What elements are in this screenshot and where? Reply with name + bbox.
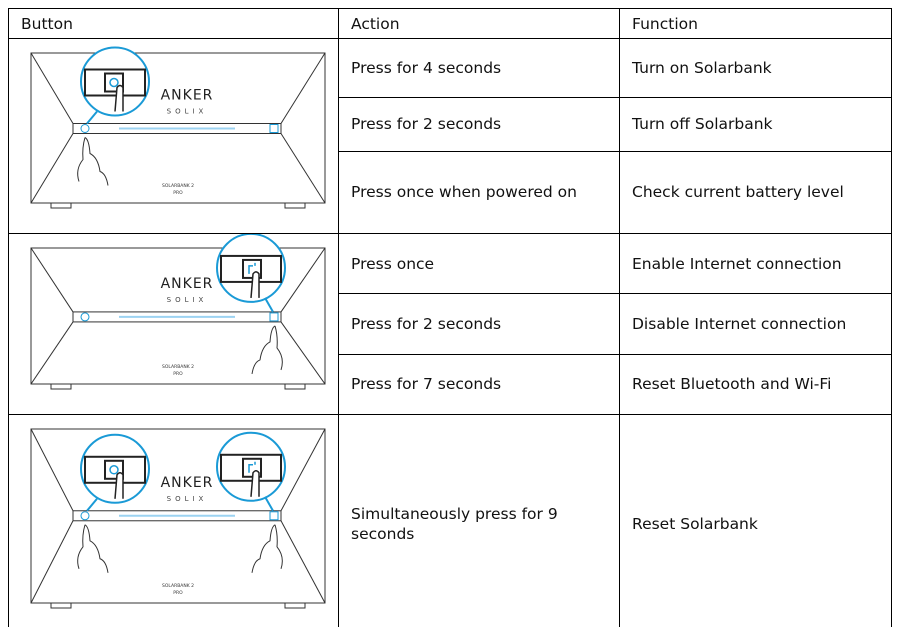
device-edge xyxy=(280,428,326,512)
device-edge xyxy=(30,133,74,204)
table-row: ANKER SOLIX SOLARBANK 2 PRO Press once Enable… xyxy=(8,232,892,415)
device-foot xyxy=(284,383,306,390)
iot-button xyxy=(269,312,279,322)
function-cell: Enable Internet connection xyxy=(619,232,892,295)
device-edge xyxy=(30,321,74,385)
finger xyxy=(114,84,124,112)
device-edge xyxy=(30,520,74,604)
power-button xyxy=(80,124,90,133)
button-illustration-cell: ANKER SOLIX SOLARBANK 2 PRO xyxy=(8,414,339,627)
table-row: Press for 7 seconds Reset Bluetooth and W… xyxy=(9,353,892,416)
hand xyxy=(251,524,283,573)
device-edge xyxy=(30,52,74,124)
edition-label: PRO xyxy=(173,371,183,377)
finger xyxy=(114,472,124,499)
iot-icon xyxy=(248,461,256,473)
header-row: Button Action Function xyxy=(8,8,892,39)
function-cell: Reset Solarbank xyxy=(619,414,892,627)
device-body xyxy=(30,428,326,604)
table-row: ANKER SOLIX SOLARBANK 2 PRO Press for 4 seco… xyxy=(8,37,892,234)
header-cell: Function xyxy=(619,8,892,39)
model-label: SOLARBANK 2 xyxy=(162,183,194,189)
power-button xyxy=(80,511,90,521)
brand-label: ANKER xyxy=(161,276,214,292)
pointer xyxy=(264,496,274,512)
device-edge xyxy=(280,520,326,604)
device-foot xyxy=(50,602,72,609)
hand xyxy=(251,325,283,375)
pointer xyxy=(264,297,274,313)
edition-label: PRO xyxy=(173,190,183,196)
model-label: SOLARBANK 2 xyxy=(162,364,194,370)
power-icon xyxy=(109,77,119,88)
function-cell: Turn on Solarbank xyxy=(619,37,892,99)
header-cell: Button xyxy=(8,8,339,39)
model-label: SOLARBANK 2 xyxy=(162,583,194,589)
button-illustration-cell: ANKER SOLIX SOLARBANK 2 PRO xyxy=(8,38,339,234)
table-row: ANKER SOLIX SOLARBANK 2 PRO Simultaneously p… xyxy=(8,414,892,627)
function-cell: Check current battery level xyxy=(619,150,892,235)
power-button xyxy=(80,312,90,322)
series-label: SOLIX xyxy=(167,296,208,304)
power-icon xyxy=(109,465,119,475)
button-illustration-cell: ANKER SOLIX SOLARBANK 2 PRO xyxy=(8,233,339,415)
action-cell: Press for 4 seconds xyxy=(338,37,620,99)
device-foot xyxy=(50,383,72,390)
hand xyxy=(77,137,109,186)
table-row: Press once when powered on Check current … xyxy=(9,150,892,235)
hand xyxy=(77,524,109,573)
function-cell: Turn off Solarbank xyxy=(619,97,892,152)
action-cell: Simultaneously press for 9 seconds xyxy=(338,414,620,627)
table-row: Press for 2 seconds Turn off Solarbank xyxy=(9,97,892,152)
device-foot xyxy=(284,602,306,609)
action-cell: Press once when powered on xyxy=(338,150,620,235)
finger xyxy=(250,271,260,298)
pointer xyxy=(86,110,98,125)
edition-label: PRO xyxy=(173,590,183,596)
pointer xyxy=(86,498,98,512)
device-edge xyxy=(30,247,74,313)
device-edge xyxy=(280,52,326,124)
device-body xyxy=(30,247,326,385)
iot-icon xyxy=(248,262,256,274)
header-cell: Action xyxy=(338,8,620,39)
series-label: SOLIX xyxy=(167,495,208,503)
device-foot xyxy=(50,202,72,209)
function-cell: Reset Bluetooth and Wi-Fi xyxy=(619,353,892,416)
device-body xyxy=(30,52,326,204)
device-edge xyxy=(280,247,326,313)
finger xyxy=(250,470,260,497)
action-cell: Press for 2 seconds xyxy=(338,293,620,355)
button-table: Button Action Function ANKER SOLIX SOLARBA… xyxy=(8,8,892,627)
action-cell: Press for 7 seconds xyxy=(338,353,620,416)
table-row: Press for 2 seconds Disable Internet conn… xyxy=(9,293,892,355)
device-edge xyxy=(280,321,326,385)
iot-button xyxy=(269,124,279,133)
brand-label: ANKER xyxy=(161,475,214,491)
device-foot xyxy=(284,202,306,209)
function-cell: Disable Internet connection xyxy=(619,293,892,355)
action-cell: Press for 2 seconds xyxy=(338,97,620,152)
iot-button xyxy=(269,511,279,521)
brand-label: ANKER xyxy=(161,88,214,104)
series-label: SOLIX xyxy=(167,108,208,116)
action-cell: Press once xyxy=(338,232,620,295)
device-edge xyxy=(30,428,74,512)
device-edge xyxy=(280,133,326,204)
